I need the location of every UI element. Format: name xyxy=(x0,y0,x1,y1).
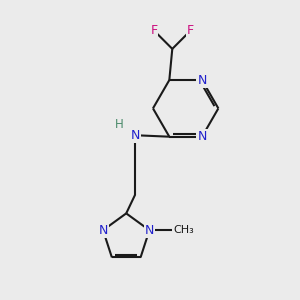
Text: F: F xyxy=(150,24,158,37)
Text: H: H xyxy=(115,118,124,131)
Text: N: N xyxy=(197,130,207,143)
Text: F: F xyxy=(187,24,194,37)
Text: N: N xyxy=(197,74,207,87)
Text: N: N xyxy=(98,224,108,237)
Text: N: N xyxy=(130,129,140,142)
Text: N: N xyxy=(145,224,154,237)
Text: CH₃: CH₃ xyxy=(173,225,194,235)
